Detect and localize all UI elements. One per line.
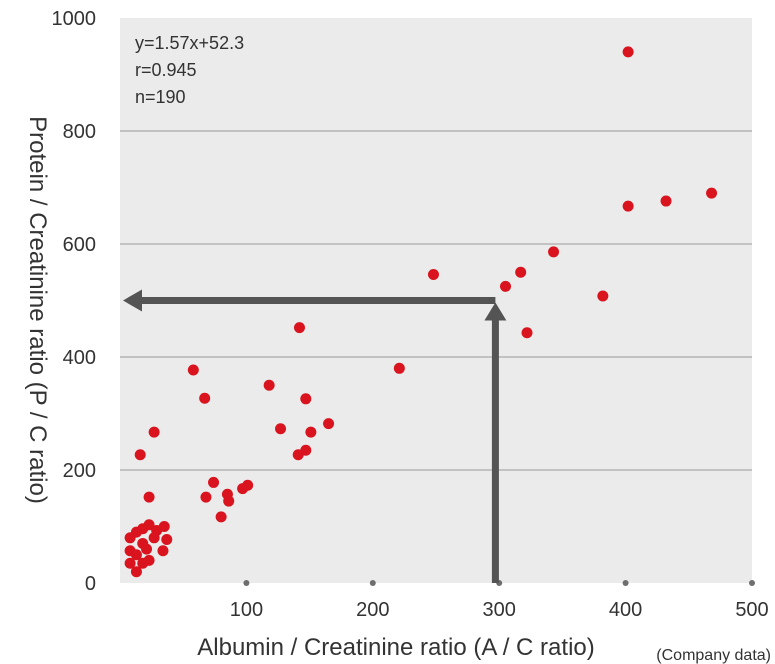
data-point — [157, 545, 169, 557]
data-point — [187, 364, 199, 376]
data-point — [597, 290, 609, 302]
data-point — [223, 495, 235, 507]
sample-size: n=190 — [135, 87, 186, 107]
data-point — [500, 280, 512, 292]
data-point — [148, 426, 160, 438]
data-point — [548, 246, 560, 258]
data-point — [130, 566, 142, 578]
horizontal-arrow-head — [123, 289, 142, 312]
example-arrows — [123, 289, 507, 583]
x-tick-label: 100 — [230, 599, 263, 621]
data-point — [292, 449, 304, 461]
y-tick-label: 0 — [85, 573, 96, 595]
data-point — [124, 532, 136, 544]
y-tick-label: 400 — [63, 347, 96, 369]
y-axis-title: Protein / Creatinine ratio (P / C ratio) — [24, 116, 51, 504]
data-point — [521, 327, 533, 339]
data-point — [141, 543, 153, 555]
correlation-coefficient: r=0.945 — [135, 60, 197, 80]
data-point — [427, 269, 439, 281]
x-axis-title: Albumin / Creatinine ratio (A / C ratio) — [197, 634, 595, 661]
data-point — [622, 46, 634, 58]
x-tick-mark — [369, 580, 376, 586]
data-point — [622, 200, 634, 212]
y-tick-label: 200 — [63, 460, 96, 482]
data-point — [515, 266, 527, 278]
data-point — [208, 476, 220, 488]
x-tick-mark — [749, 580, 755, 586]
data-point — [305, 426, 317, 438]
data-point — [124, 557, 136, 569]
x-tick-label: 400 — [609, 599, 642, 621]
data-point — [275, 423, 287, 435]
x-tick-label: 500 — [735, 599, 768, 621]
y-tick-label: 600 — [63, 234, 96, 256]
x-tick-mark — [622, 580, 629, 586]
data-point — [215, 511, 227, 523]
data-point — [134, 449, 146, 461]
data-point — [323, 418, 335, 430]
regression-equation: y=1.57x+52.3 — [135, 33, 244, 53]
y-tick-label: 1000 — [52, 8, 97, 30]
data-point — [393, 362, 405, 374]
data-point — [161, 533, 173, 545]
y-tick-label: 800 — [63, 121, 96, 143]
data-point — [293, 322, 305, 334]
tick-labels: 0 200 400 600 800 1000 100 200 300 400 500 — [52, 8, 769, 621]
data-point — [300, 393, 312, 405]
data-point — [130, 549, 142, 561]
data-point — [706, 187, 718, 199]
source-note: (Company data) — [656, 647, 771, 664]
vertical-arrow-head — [484, 302, 507, 321]
data-point — [237, 483, 249, 495]
data-point — [660, 195, 672, 207]
data-points — [124, 46, 718, 578]
x-tick-label: 300 — [483, 599, 516, 621]
data-point — [148, 532, 160, 544]
grid-lines — [120, 130, 755, 586]
data-point — [263, 379, 275, 391]
data-point — [143, 491, 155, 503]
data-point — [200, 491, 212, 503]
x-tick-label: 200 — [356, 599, 389, 621]
data-point — [137, 557, 149, 569]
x-tick-mark — [243, 580, 250, 586]
data-point — [199, 392, 211, 404]
